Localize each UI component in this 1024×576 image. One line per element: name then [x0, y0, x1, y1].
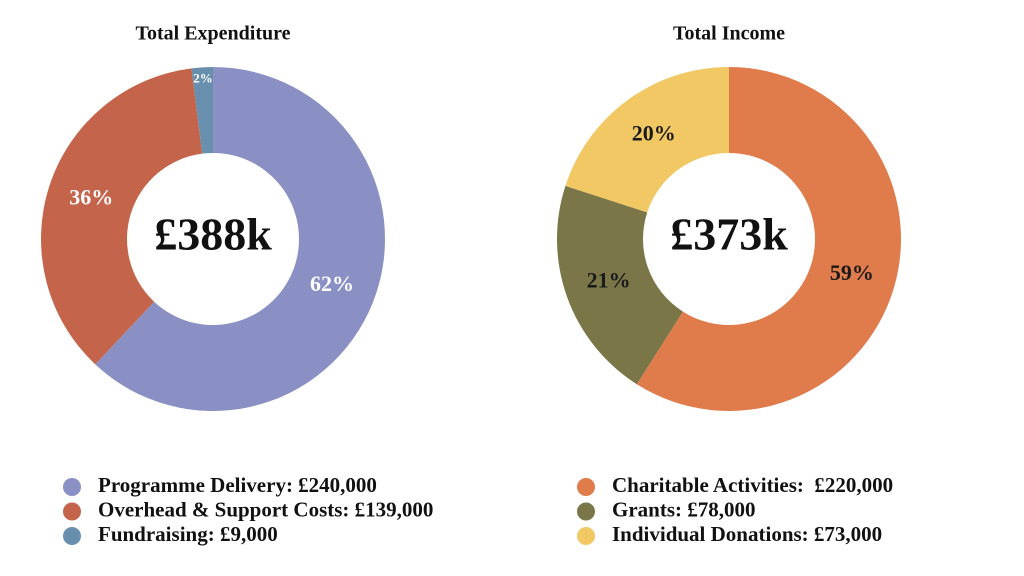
- donut-slice: [636, 67, 902, 411]
- slice-label: 36%: [69, 184, 113, 209]
- legend-label: Individual Donations: £73,000: [612, 522, 882, 546]
- legend-label: Grants: £78,000: [612, 497, 756, 521]
- slice-label: 59%: [830, 260, 874, 285]
- donut-slice: [191, 67, 213, 154]
- legend-swatch: [63, 478, 81, 496]
- slice-label: 2%: [193, 70, 213, 85]
- legend-swatch: [577, 478, 595, 496]
- center-label: £388k: [154, 209, 272, 260]
- legend-swatch: [63, 527, 81, 545]
- legend-label: Programme Delivery: £240,000: [98, 473, 377, 497]
- donut-slice: [40, 68, 203, 365]
- legend-label: Overhead & Support Costs: £139,000: [98, 497, 433, 521]
- legend-label: Fundraising: £9,000: [98, 522, 278, 546]
- chart-title: Total Income: [673, 23, 785, 45]
- donut-slice: [557, 185, 683, 385]
- donut-slice: [565, 67, 729, 213]
- donut-slice: [95, 67, 385, 412]
- legend-label: Charitable Activities: £220,000: [612, 473, 893, 497]
- chart-title: Total Expenditure: [135, 23, 290, 45]
- slice-label: 62%: [310, 271, 354, 296]
- legend-swatch: [63, 502, 81, 521]
- slice-label: 21%: [587, 267, 631, 292]
- legend-swatch: [577, 527, 595, 545]
- center-label: £373k: [670, 209, 788, 260]
- legend-swatch: [577, 502, 595, 521]
- slice-label: 20%: [632, 120, 676, 145]
